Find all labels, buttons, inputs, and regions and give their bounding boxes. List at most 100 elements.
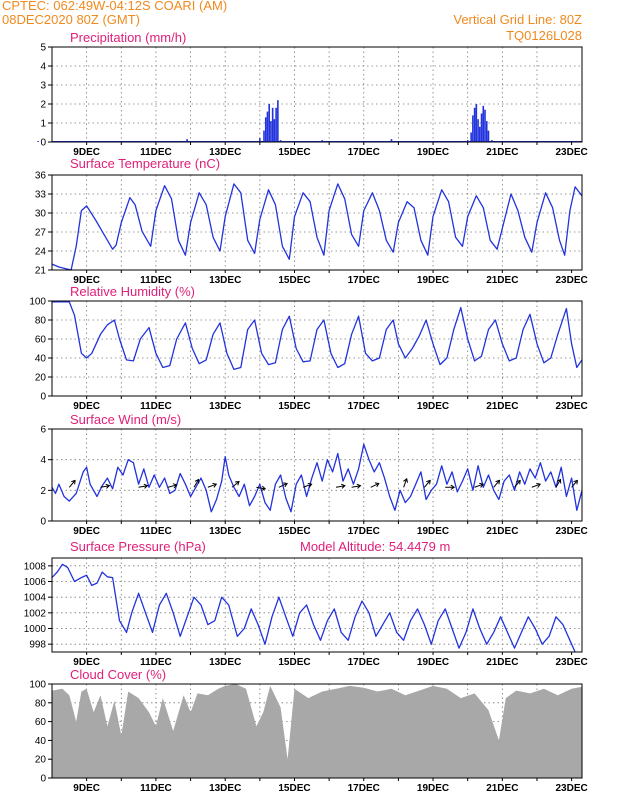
precipitation-title: Precipitation (mm/h) bbox=[70, 30, 186, 45]
wind-vector bbox=[231, 480, 240, 488]
cloud-ytick-label: 100 bbox=[29, 680, 46, 691]
wind-ytick-label: 2 bbox=[40, 486, 46, 497]
precip-bar bbox=[271, 107, 274, 142]
wind-vector bbox=[335, 483, 346, 489]
precip-bar bbox=[485, 121, 488, 142]
wind-vector bbox=[403, 477, 408, 488]
precip-bar bbox=[266, 111, 269, 142]
precip-bar bbox=[277, 100, 279, 142]
temperature-ytick-label: 30 bbox=[35, 209, 47, 220]
precip-bar bbox=[475, 104, 478, 142]
humidity-xtick-label: 9DEC bbox=[73, 401, 100, 412]
humidity-xtick-label: 23DEC bbox=[555, 401, 587, 412]
precip-bar bbox=[264, 117, 267, 142]
wind-vector bbox=[531, 482, 542, 488]
station-label: CPTEC: 062:49W-04:12S COARI (AM) bbox=[2, 0, 227, 13]
wind-ytick-label: 0 bbox=[40, 517, 46, 528]
precipitation-panel: Precipitation (mm/h) 0 1 2 3 4 5 9DEC 11DEC 13DEC… bbox=[37, 30, 588, 158]
cloud-ytick-label: 60 bbox=[35, 717, 47, 728]
wind-xtick-label: 19DEC bbox=[417, 526, 449, 537]
wind-line bbox=[51, 443, 583, 513]
pressure-ytick-label: 1002 bbox=[24, 608, 47, 619]
precip-bar bbox=[390, 139, 393, 142]
precip-bar bbox=[268, 104, 270, 142]
precip-bar bbox=[480, 113, 483, 142]
temperature-xtick-label: 13DEC bbox=[209, 275, 241, 286]
precip-bar bbox=[275, 107, 277, 142]
precip-bar bbox=[470, 132, 472, 142]
wind-xtick-label: 23DEC bbox=[555, 526, 587, 537]
temperature-ytick-label: 24 bbox=[35, 247, 47, 258]
wind-frame bbox=[51, 428, 583, 522]
wind-ytick-label: 4 bbox=[40, 455, 46, 466]
humidity-xtick-label: 15DEC bbox=[278, 401, 310, 412]
pressure-panel: Surface Pressure (hPa) Model Altitude: 54… bbox=[24, 539, 588, 668]
wind-vector bbox=[370, 482, 380, 488]
pressure-line bbox=[51, 563, 576, 653]
wind-xtick-label: 17DEC bbox=[348, 526, 380, 537]
wind-vector bbox=[351, 483, 362, 489]
precipitation-xtick-label: 19DEC bbox=[417, 147, 449, 158]
grid-note: Vertical Grid Line: 80Z bbox=[453, 12, 582, 27]
precip-bar bbox=[477, 119, 479, 142]
precip-bar bbox=[472, 115, 474, 142]
pressure-annotation: Model Altitude: 54.4479 m bbox=[300, 539, 450, 554]
precipitation-ytick-label: 0 bbox=[40, 138, 46, 149]
pressure-ytick-label: 1000 bbox=[24, 624, 47, 635]
precip-bar bbox=[259, 138, 261, 142]
wind-xtick-label: 9DEC bbox=[73, 526, 100, 537]
precip-bar bbox=[263, 130, 265, 142]
humidity-ytick-label: 0 bbox=[40, 392, 46, 403]
temperature-panel: Surface Temperature (nC) 21 24 27 30 33 36 9DEC… bbox=[35, 156, 588, 286]
pressure-ytick-label: 998 bbox=[29, 640, 46, 651]
humidity-line bbox=[52, 301, 583, 371]
cloud-panel: Cloud Cover (%) 0 20 40 60 80 100 9DEC 11DEC 13DE… bbox=[29, 667, 587, 794]
precipitation-xtick-label: 17DEC bbox=[348, 147, 380, 158]
wind-vector bbox=[474, 482, 484, 488]
precipitation-xtick-label: 21DEC bbox=[486, 147, 518, 158]
wind-ytick-label: 6 bbox=[40, 425, 46, 436]
cloud-title: Cloud Cover (%) bbox=[70, 667, 166, 682]
humidity-title: Relative Humidity (%) bbox=[70, 284, 195, 299]
pressure-ytick-label: 1006 bbox=[24, 577, 47, 588]
precip-bar bbox=[273, 119, 276, 142]
wind-vector bbox=[256, 485, 267, 491]
cloud-xtick-label: 11DEC bbox=[140, 783, 172, 794]
precip-bar bbox=[487, 130, 490, 142]
wind-title: Surface Wind (m/s) bbox=[70, 412, 181, 427]
wind-vector bbox=[138, 483, 149, 489]
wind-vector bbox=[207, 482, 218, 488]
wind-vector bbox=[571, 479, 578, 488]
precip-bar bbox=[37, 141, 39, 142]
humidity-ytick-label: 80 bbox=[35, 316, 47, 327]
wind-vector bbox=[68, 479, 76, 488]
humidity-ytick-label: 60 bbox=[35, 335, 47, 346]
cloud-xtick-label: 23DEC bbox=[555, 783, 587, 794]
pressure-xtick-label: 11DEC bbox=[140, 657, 172, 668]
cloud-ytick-label: 80 bbox=[35, 698, 47, 709]
wind-xtick-label: 13DEC bbox=[209, 526, 241, 537]
cloud-area bbox=[52, 684, 582, 778]
humidity-frame bbox=[51, 300, 583, 397]
wind-panel: Surface Wind (m/s) 0 2 4 6 9DEC 11DEC 13DEC 15DE… bbox=[40, 412, 587, 537]
precipitation-ytick-label: 3 bbox=[40, 81, 46, 92]
pressure-xtick-label: 17DEC bbox=[348, 657, 380, 668]
humidity-ytick-label: 100 bbox=[29, 297, 46, 308]
temperature-ytick-label: 27 bbox=[35, 228, 47, 239]
temperature-xtick-label: 11DEC bbox=[140, 275, 172, 286]
wind-vector bbox=[424, 479, 431, 488]
pressure-xtick-label: 13DEC bbox=[209, 657, 241, 668]
pressure-ytick-label: 1008 bbox=[24, 561, 47, 572]
pressure-xtick-label: 9DEC bbox=[73, 657, 100, 668]
precipitation-xtick-label: 11DEC bbox=[140, 147, 172, 158]
precipitation-xtick-label: 13DEC bbox=[209, 147, 241, 158]
pressure-xtick-label: 15DEC bbox=[278, 657, 310, 668]
temperature-xtick-label: 17DEC bbox=[348, 275, 380, 286]
temperature-xtick-label: 15DEC bbox=[278, 275, 310, 286]
wind-vector bbox=[445, 484, 456, 490]
precip-bar bbox=[479, 126, 481, 142]
wind-vector bbox=[100, 483, 111, 489]
humidity-panel: Relative Humidity (%) 0 20 40 60 80 100 9DEC 11D… bbox=[29, 284, 587, 412]
precipitation-ytick-label: 1 bbox=[40, 119, 46, 130]
